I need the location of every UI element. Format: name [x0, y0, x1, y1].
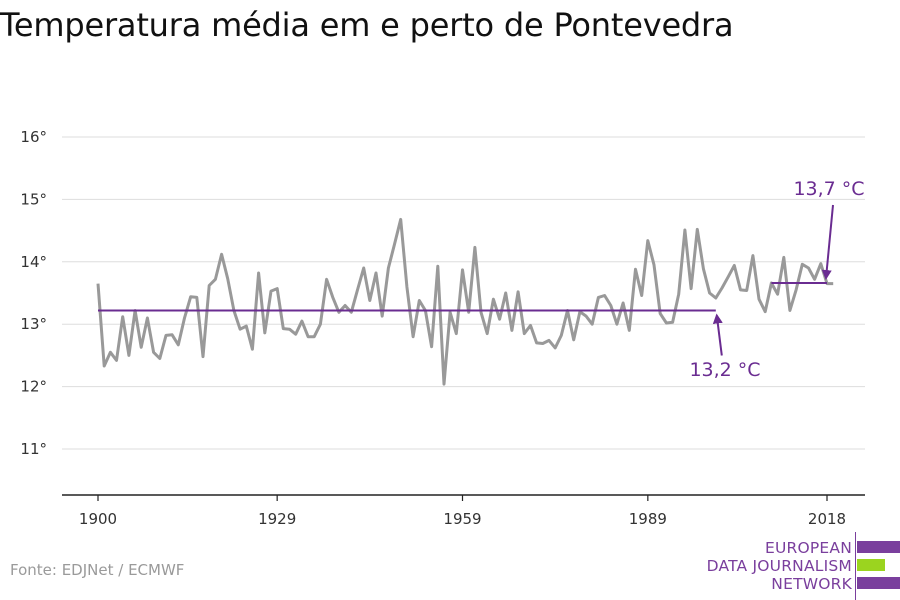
grid-lines: [62, 136, 865, 450]
source-note: Fonte: EDJNet / ECMWF: [10, 561, 185, 579]
y-tick-label-15: 15°: [20, 190, 47, 208]
average-reference-lines: [98, 282, 827, 312]
series-line-temperature: [96, 217, 834, 386]
logo-text-european: EUROPEAN: [764, 539, 852, 557]
y-tick-label-13: 13°: [20, 315, 47, 333]
x-tick-label-1959: 1959: [443, 510, 481, 528]
logo-text-network: NETWORK: [771, 575, 852, 593]
annotations: 13,2 °C 13,7 °C: [689, 178, 864, 381]
edjnet-logo: EUROPEAN DATA JOURNALISM NETWORK: [700, 532, 900, 600]
x-tick-label-2018: 2018: [808, 510, 846, 528]
y-tick-label-16: 16°: [20, 128, 47, 146]
x-tick-label-1989: 1989: [629, 510, 667, 528]
annotation-label-2: 13,7 °C: [793, 178, 864, 200]
logo-bar-purple-bottom: [857, 577, 900, 589]
x-axis-ticks: [97, 495, 828, 501]
annotation-arrow-2: [821, 204, 834, 281]
logo-divider: [855, 532, 856, 600]
logo-bar-purple-top: [857, 541, 900, 553]
logo-bar-green: [857, 559, 885, 571]
logo-text-data-journalism: DATA JOURNALISM: [706, 557, 852, 575]
annotation-arrow-1: [712, 313, 723, 356]
y-tick-label-11: 11°: [20, 440, 47, 458]
y-axis-tick-labels: 11° 12° 13° 14° 15° 16°: [20, 128, 47, 458]
annotation-label-1: 13,2 °C: [689, 359, 760, 381]
y-tick-label-14: 14°: [20, 253, 47, 271]
x-tick-label-1900: 1900: [79, 510, 117, 528]
chart-title: Temperatura média em e perto de Ponteved…: [0, 6, 734, 44]
y-tick-label-12: 12°: [20, 378, 47, 396]
x-tick-label-1929: 1929: [258, 510, 296, 528]
x-axis-tick-labels: 1900 1929 1959 1989 2018: [79, 510, 846, 528]
